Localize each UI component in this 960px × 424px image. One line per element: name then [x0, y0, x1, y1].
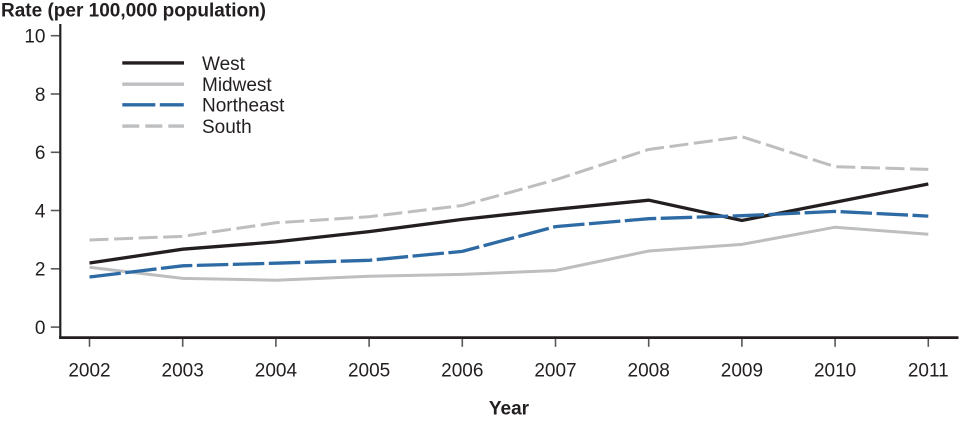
svg-text:2006: 2006: [441, 360, 483, 381]
svg-text:6: 6: [35, 143, 46, 164]
svg-text:2010: 2010: [814, 360, 856, 381]
svg-text:0: 0: [35, 318, 46, 339]
svg-text:Northeast: Northeast: [202, 96, 285, 117]
svg-text:2: 2: [35, 260, 46, 281]
svg-text:8: 8: [35, 85, 46, 106]
svg-text:Midwest: Midwest: [202, 75, 272, 96]
svg-text:2002: 2002: [68, 360, 110, 381]
svg-text:Year: Year: [489, 398, 530, 419]
svg-text:Rate (per 100,000 population): Rate (per 100,000 population): [1, 0, 266, 21]
svg-text:West: West: [202, 54, 246, 75]
svg-text:10: 10: [24, 27, 45, 48]
svg-text:South: South: [202, 117, 252, 138]
svg-text:2005: 2005: [348, 360, 390, 381]
svg-text:2004: 2004: [255, 360, 298, 381]
svg-text:2007: 2007: [534, 360, 576, 381]
svg-text:2003: 2003: [162, 360, 204, 381]
svg-text:2008: 2008: [628, 360, 670, 381]
svg-text:2011: 2011: [908, 360, 949, 381]
svg-text:4: 4: [35, 201, 46, 222]
svg-text:2009: 2009: [721, 360, 763, 381]
